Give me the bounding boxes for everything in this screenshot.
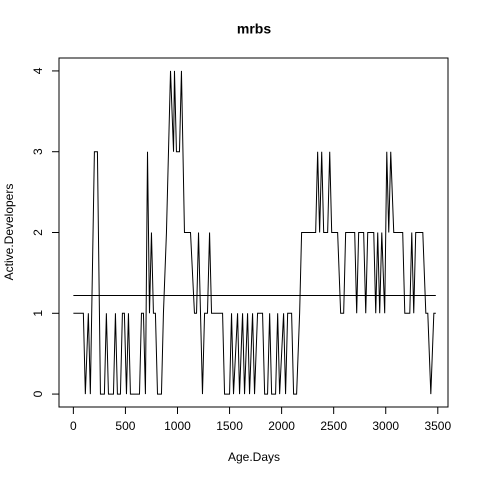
- x-tick-label: 1500: [216, 419, 243, 433]
- x-axis-label: Age.Days: [228, 450, 280, 464]
- x-tick-label: 2500: [320, 419, 347, 433]
- y-tick-label: 4: [31, 67, 45, 74]
- data-line: [73, 70, 436, 395]
- y-tick-label: 0: [31, 390, 45, 397]
- x-tick-label: 0: [70, 419, 77, 433]
- x-tick-label: 3000: [372, 419, 399, 433]
- y-tick-label: 2: [31, 229, 45, 236]
- y-tick-label: 3: [31, 148, 45, 155]
- x-tick-label: 500: [115, 419, 135, 433]
- x-tick-label: 2000: [268, 419, 295, 433]
- chart-title: mrbs: [237, 21, 271, 37]
- y-tick-label: 1: [31, 310, 45, 317]
- x-tick-label: 3500: [424, 419, 451, 433]
- x-tick-label: 1000: [164, 419, 191, 433]
- y-axis-label: Active.Developers: [2, 184, 16, 281]
